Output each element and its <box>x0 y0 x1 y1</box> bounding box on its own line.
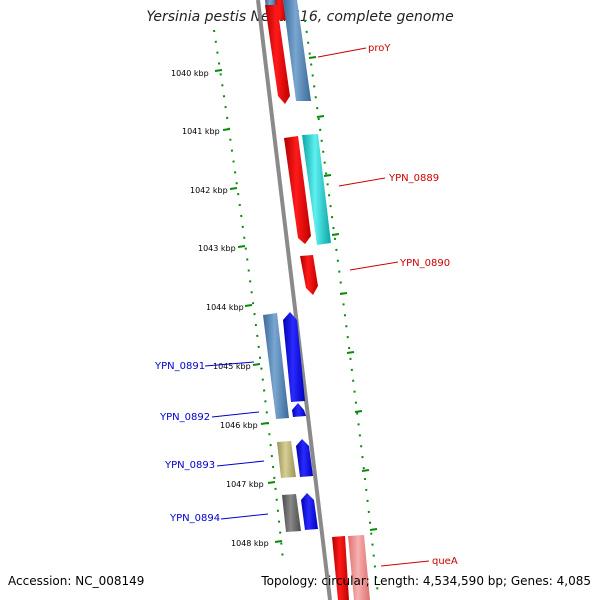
tick-mark <box>244 304 253 307</box>
gene-arrow-YPN_0894 <box>301 493 318 530</box>
tick-mark <box>274 540 283 543</box>
tick-mark <box>339 292 348 295</box>
leader-line <box>211 411 260 418</box>
ruler-ring-inner <box>304 19 379 596</box>
tick-label: 1045 kbp <box>213 362 251 371</box>
gene-arrow-proY <box>265 5 290 104</box>
tick-label: 1043 kbp <box>198 244 236 253</box>
genome-title: Yersinia pestis Nepal516, complete genom… <box>146 9 454 25</box>
gene-arrow <box>277 441 296 478</box>
tick-label: 1048 kbp <box>231 539 269 548</box>
tick-mark <box>323 174 332 177</box>
tick-mark <box>214 69 223 72</box>
gene-arrow-YPN_0890 <box>300 255 318 295</box>
leader-line <box>349 261 399 271</box>
tick-mark <box>331 233 340 236</box>
gene-arrow <box>283 0 311 101</box>
tick-mark <box>316 115 325 118</box>
tick-mark <box>361 469 370 472</box>
gene-arrow <box>348 535 370 600</box>
topology-text: Topology: circular; Length: 4,534,590 bp… <box>261 574 591 588</box>
tick-mark <box>354 410 363 413</box>
tick-mark <box>346 351 355 354</box>
gene-label-YPN_0894: YPN_0894 <box>169 513 220 524</box>
gene-features <box>263 0 370 600</box>
tick-marks <box>214 56 378 543</box>
tick-label: 1044 kbp <box>206 303 244 312</box>
gene-label-YPN_0891: YPN_0891 <box>154 361 205 372</box>
gene-label-YPN_0892: YPN_0892 <box>159 412 210 423</box>
leader-line <box>220 513 269 520</box>
tick-mark <box>308 56 317 59</box>
gene-label-proY: proY <box>368 43 391 54</box>
leader-line <box>204 361 255 367</box>
tick-mark <box>267 481 276 484</box>
tick-label: 1046 kbp <box>220 421 258 430</box>
tick-label: 1040 kbp <box>171 69 209 78</box>
tick-mark <box>222 128 231 131</box>
gene-arrow-YPN_0891 <box>283 312 305 402</box>
tick-mark <box>252 363 261 366</box>
genome-backbone <box>256 0 332 600</box>
gene-arrow-queA <box>332 536 349 600</box>
tick-mark <box>237 245 246 248</box>
gene-label-YPN_0890: YPN_0890 <box>399 258 450 269</box>
tick-label: 1041 kbp <box>182 127 220 136</box>
tick-labels: 1040 kbp 1041 kbp 1042 kbp 1043 kbp 1044… <box>171 69 269 548</box>
gene-arrow <box>263 313 289 419</box>
gene-label-YPN_0893: YPN_0893 <box>164 460 215 471</box>
tick-mark <box>369 528 378 531</box>
tick-label: 1047 kbp <box>226 480 264 489</box>
tick-mark <box>229 187 238 190</box>
gene-arrow <box>282 494 301 532</box>
gene-arrow-YPN_0892 <box>292 403 306 417</box>
leader-line <box>338 177 386 187</box>
gene-leader-lines <box>204 47 430 567</box>
gene-labels: proY YPN_0889 YPN_0890 YPN_0891 YPN_0892… <box>154 43 458 567</box>
tick-label: 1042 kbp <box>190 186 228 195</box>
gene-arrow-YPN_0893 <box>296 439 313 477</box>
leader-line <box>216 460 265 467</box>
accession-text: Accession: NC_008149 <box>8 574 145 588</box>
gene-label-queA: queA <box>432 556 458 567</box>
tick-mark <box>260 422 269 425</box>
gene-arrow-YPN_0889 <box>284 136 311 244</box>
leader-line <box>317 47 367 58</box>
gene-label-YPN_0889: YPN_0889 <box>388 173 439 184</box>
leader-line <box>380 560 430 567</box>
gene-arrow <box>302 134 331 245</box>
